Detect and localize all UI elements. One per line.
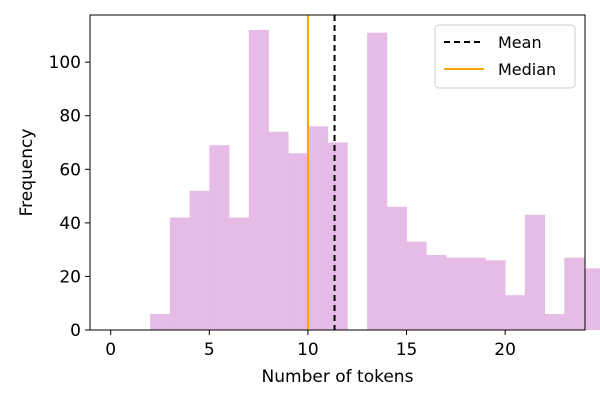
x-axis-label: Number of tokens	[262, 367, 414, 387]
histogram-bar	[268, 131, 289, 330]
histogram-bar	[505, 295, 526, 330]
histogram-bar	[169, 217, 190, 330]
x-tick-label: 5	[204, 340, 215, 360]
y-tick-label: 40	[59, 214, 81, 234]
legend: Mean Median	[434, 24, 576, 89]
histogram-bar	[426, 255, 447, 330]
x-tick-label: 20	[494, 340, 516, 360]
legend-median-label: Median	[498, 60, 556, 79]
histogram-bar	[584, 268, 600, 330]
reference-lines	[306, 15, 336, 330]
x-tick-label: 0	[105, 340, 116, 360]
y-tick-label: 100	[49, 53, 81, 73]
histogram-bar	[564, 257, 585, 330]
histogram-bars	[150, 30, 600, 331]
histogram-bar	[288, 153, 309, 330]
histogram-bar	[189, 190, 210, 330]
histogram-bar	[386, 206, 407, 330]
y-axis-ticks: 0 20 40 60 80 100	[49, 53, 90, 341]
y-tick-label: 80	[59, 107, 81, 127]
histogram-bar	[406, 241, 427, 330]
plot-frame	[89, 14, 586, 331]
y-axis-label: Frequency	[17, 129, 37, 217]
y-tick-label: 20	[59, 267, 81, 287]
histogram-bar	[229, 217, 250, 330]
histogram-bar	[465, 257, 486, 330]
histogram-bar	[307, 126, 329, 330]
histogram-bar	[445, 257, 467, 330]
x-tick-label: 10	[297, 340, 319, 360]
histogram-bar	[209, 145, 230, 330]
histogram-bar	[524, 214, 545, 330]
y-tick-label: 60	[59, 160, 81, 180]
histogram-bar	[485, 260, 506, 330]
legend-box	[434, 24, 576, 89]
x-tick-label: 15	[396, 340, 418, 360]
histogram-bar	[150, 313, 171, 330]
legend-mean-label: Mean	[498, 33, 542, 52]
histogram-bar	[544, 313, 565, 330]
x-axis-ticks: 0 5 10 15 20	[105, 330, 516, 360]
histogram-bar	[367, 32, 388, 331]
histogram-bar	[248, 30, 269, 330]
histogram-bar	[327, 142, 348, 330]
y-tick-label: 0	[70, 321, 81, 341]
